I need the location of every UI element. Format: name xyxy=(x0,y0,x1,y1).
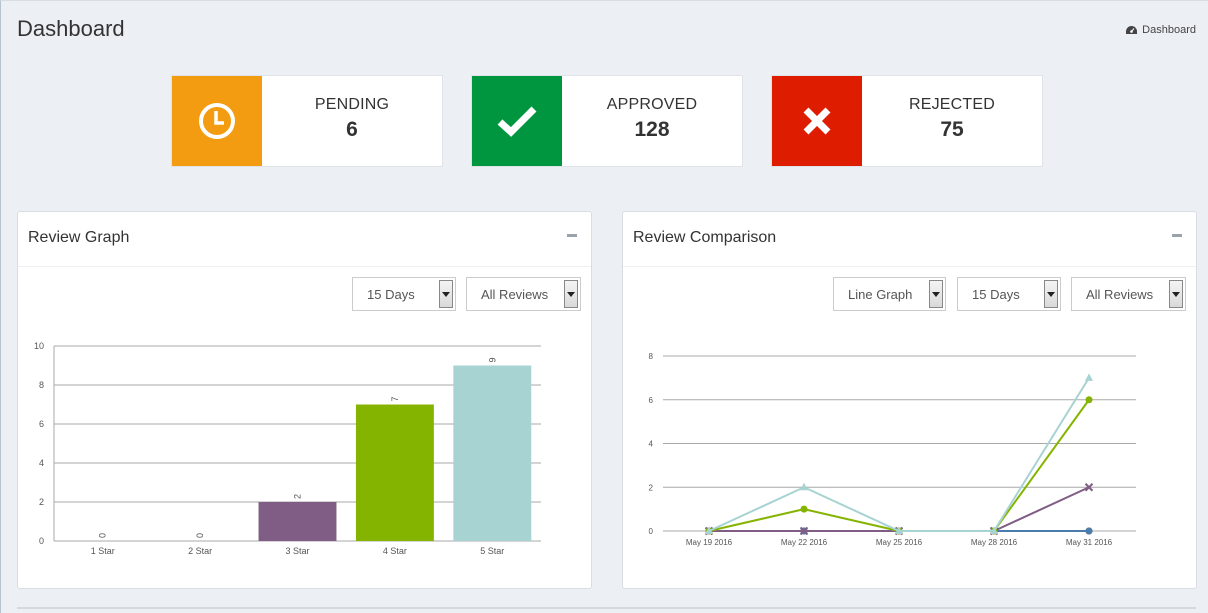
data-label: 0 xyxy=(98,533,108,538)
pending-label: PENDING xyxy=(314,96,390,113)
series-line xyxy=(709,486,1090,532)
y-tick-label: 8 xyxy=(649,352,654,361)
data-point xyxy=(990,526,998,534)
series-line xyxy=(708,377,1090,532)
graph-type-select[interactable]: Line Graph xyxy=(833,277,946,311)
data-point xyxy=(800,482,808,491)
y-tick-label: 2 xyxy=(39,497,44,507)
review-graph-period-value: 15 Days xyxy=(367,286,415,302)
y-tick-label: 6 xyxy=(39,419,44,429)
x-tick-label: 3 Star xyxy=(285,546,309,556)
x-tick-label: 1 Star xyxy=(91,546,115,556)
data-point xyxy=(1085,527,1093,535)
review-comparison-header: Review Comparison xyxy=(623,212,1196,267)
rejected-count: 75 xyxy=(940,118,964,141)
check-icon xyxy=(497,106,537,137)
y-tick-label: 4 xyxy=(649,440,654,449)
data-label: 2 xyxy=(293,494,303,499)
page-title: Dashboard xyxy=(17,16,125,41)
data-label: 9 xyxy=(487,357,497,362)
data-point xyxy=(800,505,808,513)
review-graph-reviews-value: All Reviews xyxy=(481,286,549,302)
x-tick-label: 2 Star xyxy=(188,546,212,556)
approved-stat-box[interactable]: APPROVED 128 xyxy=(471,75,743,167)
review-graph-title: Review Graph xyxy=(28,229,130,246)
x-tick-label: May 28 2016 xyxy=(971,538,1018,547)
breadcrumb-dashboard-link[interactable]: Dashboard xyxy=(1142,24,1196,36)
content-divider xyxy=(17,607,1196,609)
x-tick-label: 4 Star xyxy=(383,546,407,556)
review-graph-header: Review Graph xyxy=(18,212,591,267)
y-tick-label: 4 xyxy=(39,458,44,468)
dashboard-icon xyxy=(1126,25,1138,34)
approved-count: 128 xyxy=(634,118,670,141)
review-graph-panel: Review Graph 15 Days All Reviews 0 2 4 6 8 10… xyxy=(17,211,592,589)
data-point xyxy=(1085,373,1093,381)
pending-icon-area xyxy=(172,76,262,166)
rejected-stat-box[interactable]: REJECTED 75 xyxy=(771,75,1043,167)
clock-icon xyxy=(199,103,235,139)
data-point xyxy=(705,526,713,534)
data-point xyxy=(895,526,903,534)
review-bar-chart: 0 2 4 6 8 10 0 1 Star 0 2 Star 2 3 Star 7 4 Star 9 5 St… xyxy=(34,341,541,556)
y-tick-label: 2 xyxy=(649,483,654,492)
y-tick-label: 8 xyxy=(39,380,44,390)
review-graph-collapse-button[interactable] xyxy=(567,234,577,237)
data-point xyxy=(799,526,809,536)
approved-icon-area xyxy=(472,76,562,166)
chevron-down-icon[interactable] xyxy=(439,280,453,308)
breadcrumb[interactable]: Dashboard xyxy=(1125,24,1196,36)
pending-stat-box[interactable]: PENDING 6 xyxy=(171,75,443,167)
review-comparison-collapse-button[interactable] xyxy=(1172,234,1182,237)
approved-label: APPROVED xyxy=(606,96,698,113)
review-comparison-reviews-value: All Reviews xyxy=(1086,286,1154,302)
review-line-chart: 0 2 4 6 8 May 19 2016 May 22 2016 May 25 2016 Ma… xyxy=(649,352,1136,547)
y-tick-label: 0 xyxy=(649,527,654,536)
data-point xyxy=(1085,396,1093,404)
data-label: 0 xyxy=(195,533,205,538)
rejected-icon-area xyxy=(772,76,862,166)
review-comparison-panel: Review Comparison Line Graph 15 Days All… xyxy=(622,211,1197,589)
x-tick-label: May 19 2016 xyxy=(686,538,733,547)
bar xyxy=(258,502,337,541)
x-tick-label: 5 Star xyxy=(480,546,504,556)
x-tick-label: May 22 2016 xyxy=(781,538,828,547)
review-comparison-reviews-select[interactable]: All Reviews xyxy=(1071,277,1186,311)
x-tick-label: May 31 2016 xyxy=(1066,538,1113,547)
chevron-down-icon[interactable] xyxy=(929,280,943,308)
review-comparison-period-select[interactable]: 15 Days xyxy=(957,277,1061,311)
close-icon xyxy=(803,107,831,135)
x-tick-label: May 25 2016 xyxy=(876,538,923,547)
review-graph-period-select[interactable]: 15 Days xyxy=(352,277,456,311)
data-point xyxy=(1084,483,1094,492)
chevron-down-icon[interactable] xyxy=(1044,280,1058,308)
bar xyxy=(453,365,532,541)
review-comparison-period-value: 15 Days xyxy=(972,286,1020,302)
y-tick-label: 0 xyxy=(39,536,44,546)
y-tick-label: 6 xyxy=(649,396,654,405)
series-line xyxy=(708,399,1090,532)
rejected-label: REJECTED xyxy=(908,96,996,113)
pending-count: 6 xyxy=(346,118,358,141)
review-graph-reviews-select[interactable]: All Reviews xyxy=(466,277,581,311)
data-label: 7 xyxy=(390,396,400,401)
graph-type-value: Line Graph xyxy=(848,286,913,302)
chevron-down-icon[interactable] xyxy=(564,280,578,308)
bar xyxy=(355,404,434,541)
chevron-down-icon[interactable] xyxy=(1169,280,1183,308)
review-comparison-title: Review Comparison xyxy=(633,229,777,246)
y-tick-label: 10 xyxy=(34,341,44,351)
